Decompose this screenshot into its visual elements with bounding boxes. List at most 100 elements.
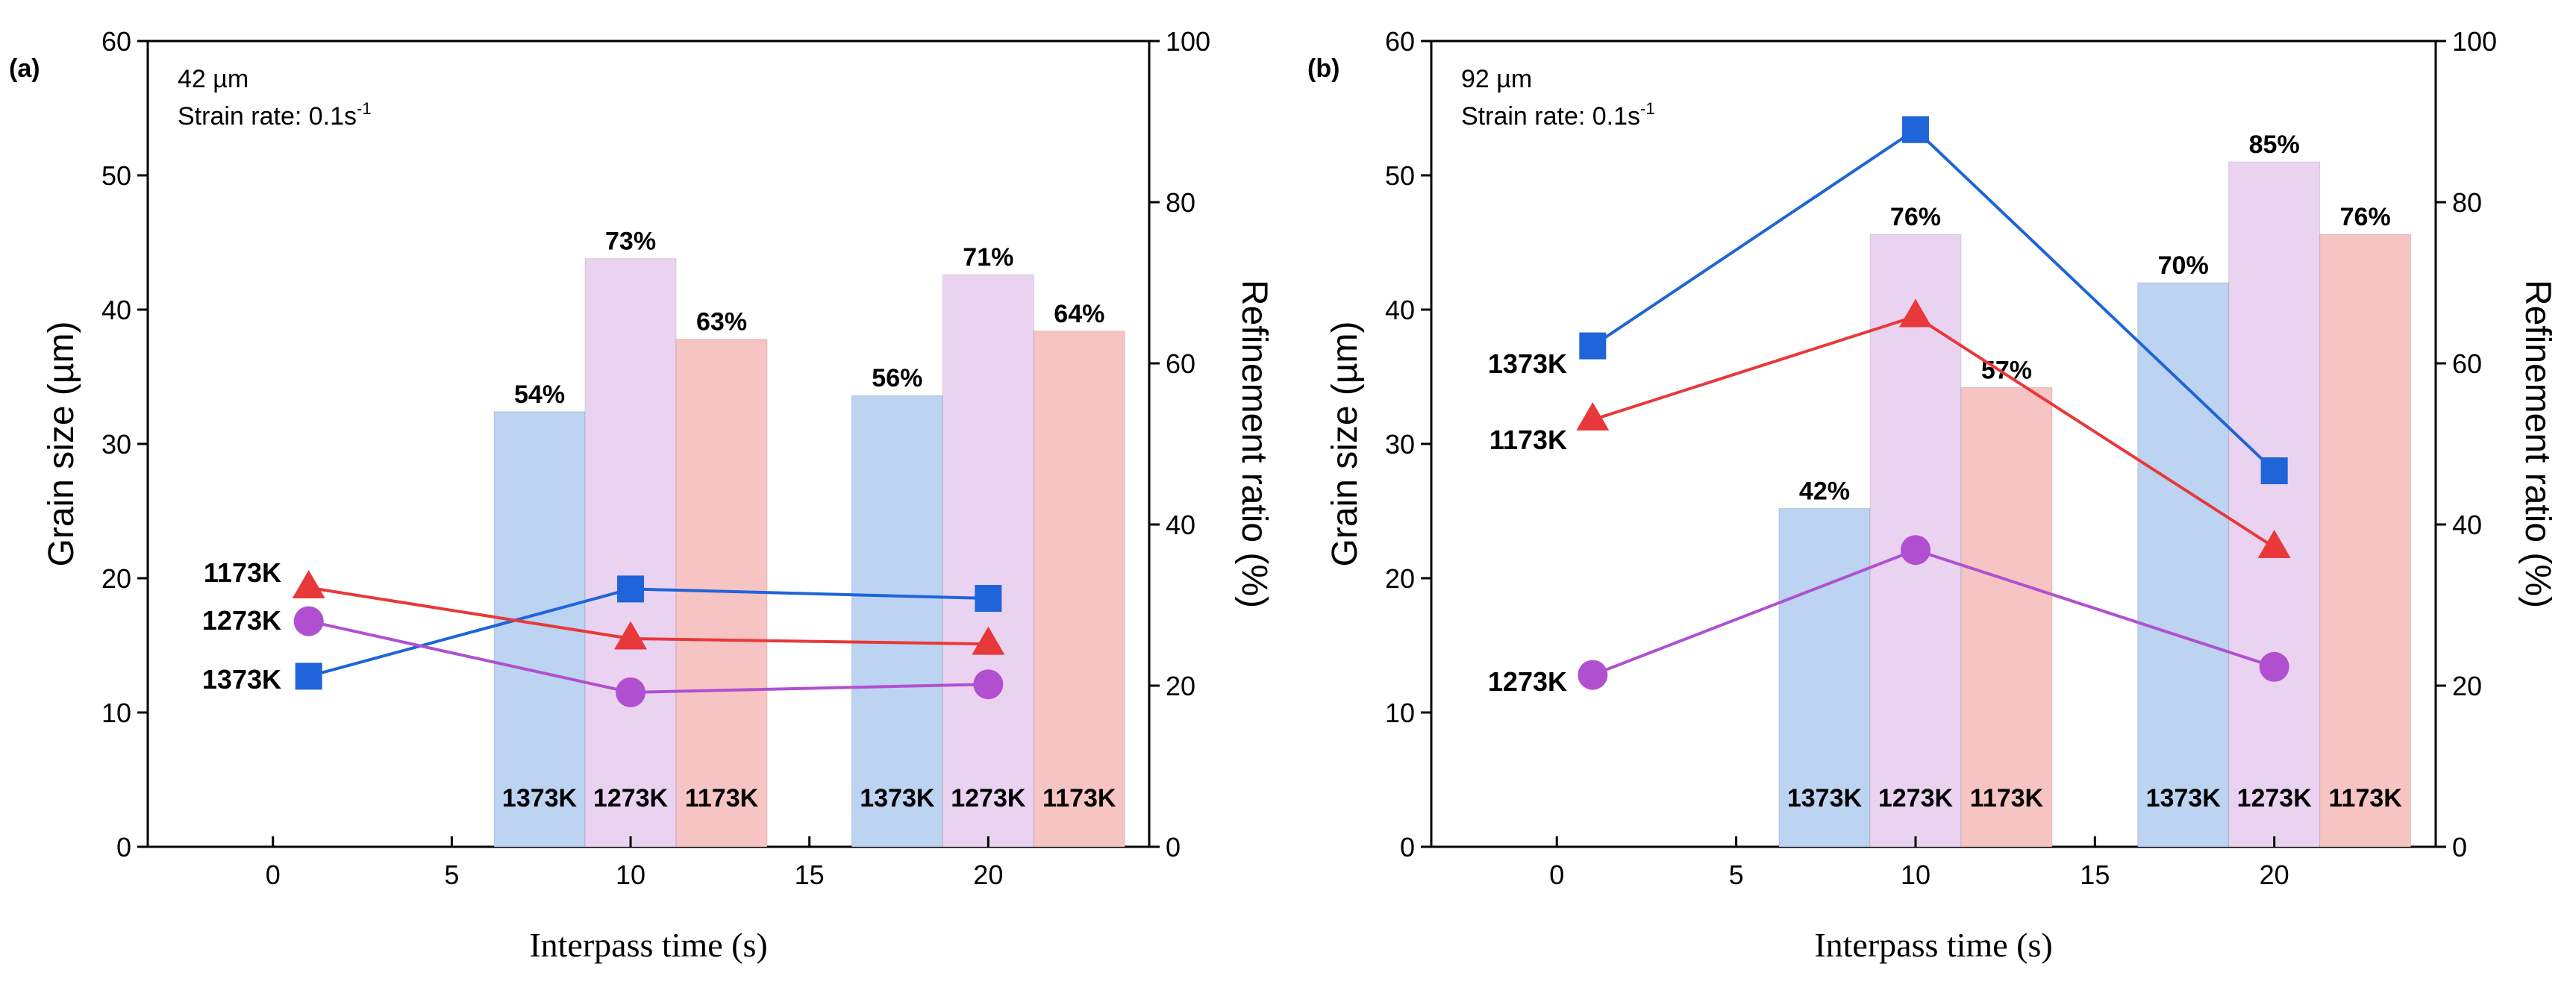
data-point [2259, 651, 2289, 682]
series-label: 1373K [202, 664, 281, 695]
x-tick-label: 10 [1901, 859, 1931, 890]
bar-value-label: 85% [2249, 131, 2300, 159]
data-point [1898, 298, 1932, 328]
y-axis-left-title: Grain size (µm) [1325, 321, 1365, 566]
lines-layer [292, 570, 1005, 707]
y-left-tick-label: 60 [101, 26, 131, 57]
y-right-tick-label: 0 [1166, 832, 1181, 862]
bar-value-label: 56% [872, 364, 922, 392]
bar-value-label: 64% [1054, 300, 1104, 328]
bar [851, 395, 943, 848]
data-point [1576, 402, 1610, 431]
bar-value-label: 76% [1890, 203, 1941, 231]
data-point [972, 626, 1005, 655]
data-point [1900, 535, 1931, 566]
bar-category-label: 1273K [1878, 784, 1954, 812]
y-right-tick-label: 40 [2452, 510, 2482, 540]
data-point [1901, 116, 1929, 143]
y-right-tick-label: 0 [2452, 832, 2467, 862]
series-labels: 1373K 1173K 1273K [1488, 348, 1567, 697]
bars-layer: 42% 1373K 76% 1273K 57% 1173K 70% 1373K 85% 1273K… [1778, 131, 2412, 848]
series-labels: 1173K 1273K 1373K [202, 557, 281, 695]
y-right-tick-label: 80 [1166, 187, 1195, 218]
bar-category-label: 1173K [1970, 784, 2044, 812]
y-left-tick-label: 0 [1400, 832, 1415, 862]
data-point [617, 575, 645, 603]
strain-rate-annotation: Strain rate: 0.1s-1 [1461, 99, 1655, 131]
bar-category-label: 1373K [502, 784, 578, 812]
bar-category-label: 1373K [860, 784, 935, 812]
bar-value-label: 70% [2158, 251, 2209, 280]
bar-value-label: 73% [605, 228, 656, 256]
bar [1033, 331, 1125, 848]
x-axis-title: Interpass time (s) [1814, 926, 2052, 964]
lines-layer [1576, 116, 2291, 690]
bar-category-label: 1173K [2329, 784, 2403, 812]
y-left-tick-label: 0 [116, 832, 131, 862]
y-left-tick-label: 40 [1385, 295, 1415, 325]
x-tick-label: 20 [2260, 859, 2289, 890]
x-tick-label: 5 [1729, 859, 1744, 890]
y-right-tick-label: 100 [1166, 26, 1210, 57]
data-point [614, 621, 648, 650]
bar-value-label: 63% [696, 308, 747, 336]
bar-category-label: 1173K [1042, 784, 1116, 812]
y-axis-right-title: Refinement ratio (%) [1234, 280, 1274, 608]
bar [1778, 507, 1871, 848]
sample-size-annotation: 92 µm [1461, 65, 1532, 93]
bar [1960, 386, 2053, 848]
bar-value-label: 54% [514, 381, 565, 409]
bar-value-label: 57% [1981, 356, 2032, 384]
data-point [293, 606, 324, 636]
series-label: 1173K [204, 557, 281, 588]
y-right-tick-label: 60 [1166, 348, 1195, 379]
axes-layer: 0 5 10 15 20 0 10 20 30 40 50 60 0 20 40 60 80 100 [101, 26, 1210, 890]
bar-value-label: 71% [963, 243, 1013, 272]
series-label: 1173K [1489, 425, 1567, 455]
data-point [295, 663, 322, 690]
data-point [2260, 457, 2288, 484]
bar [2228, 161, 2321, 848]
x-tick-label: 10 [616, 859, 645, 890]
bar [584, 258, 677, 848]
y-right-tick-label: 80 [2452, 187, 2482, 218]
x-tick-label: 0 [266, 859, 281, 890]
axes-layer: 0 5 10 15 20 0 10 20 30 40 50 60 0 20 40 60 80 100 [1385, 26, 2497, 890]
strain-rate-annotation: Strain rate: 0.1s-1 [178, 99, 372, 131]
data-point [2257, 530, 2291, 559]
bar-category-label: 1373K [2146, 784, 2222, 812]
bars-layer: 54% 1373K 73% 1273K 63% 1173K 56% 1373K 71% 1273K… [493, 228, 1125, 848]
y-left-tick-label: 50 [1385, 160, 1415, 191]
series-label: 1373K [1488, 348, 1567, 379]
y-left-tick-label: 20 [1385, 563, 1415, 594]
bar-category-label: 1173K [685, 784, 759, 812]
data-point [973, 669, 1004, 700]
y-left-tick-label: 30 [101, 429, 131, 460]
y-right-tick-label: 100 [2452, 26, 2497, 57]
x-tick-label: 20 [973, 859, 1003, 890]
data-point [616, 677, 646, 707]
data-point [1579, 332, 1607, 360]
panel-a: (a) 42 µm Strain rate: 0.1s-1 54% 1373K 73… [9, 26, 1274, 964]
bar [2137, 282, 2230, 848]
x-tick-label: 5 [444, 859, 459, 890]
y-left-tick-label: 40 [101, 295, 131, 325]
sample-size-annotation: 42 µm [178, 65, 248, 93]
bar-category-label: 1373K [1787, 784, 1863, 812]
y-left-tick-label: 20 [101, 563, 131, 594]
panel-label: (a) [9, 54, 40, 83]
y-left-tick-label: 10 [1385, 698, 1415, 728]
data-point [1578, 660, 1608, 690]
y-right-tick-label: 20 [2452, 671, 2482, 701]
y-right-tick-label: 60 [2452, 348, 2482, 379]
series-label: 1273K [202, 605, 281, 636]
bar-category-label: 1273K [951, 784, 1026, 812]
x-tick-label: 0 [1549, 859, 1564, 890]
panel-label: (b) [1307, 54, 1339, 83]
panel-b: (b) 92 µm Strain rate: 0.1s-1 42% 1373K 76… [1307, 26, 2557, 964]
data-point [975, 585, 1002, 612]
y-axis-left-title: Grain size (µm) [42, 321, 81, 566]
y-left-tick-label: 30 [1385, 429, 1415, 460]
series-label: 1273K [1488, 666, 1567, 697]
